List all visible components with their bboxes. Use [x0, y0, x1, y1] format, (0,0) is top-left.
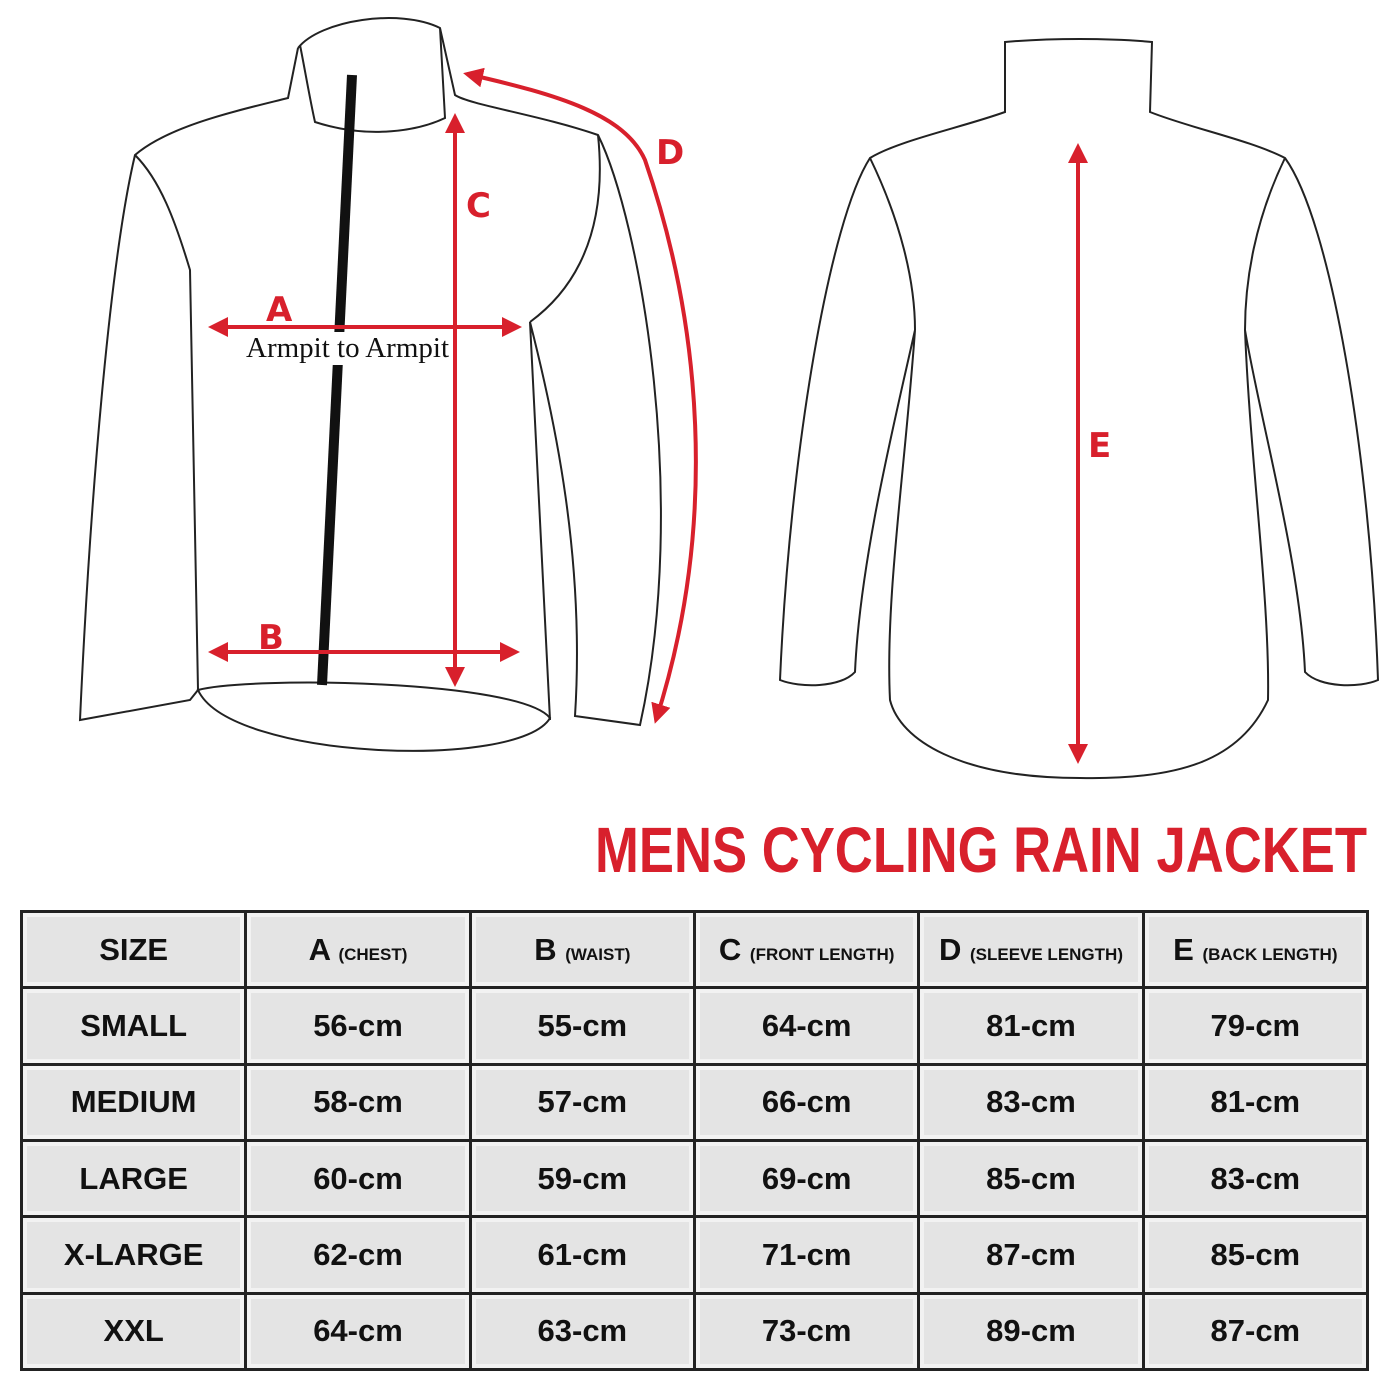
header-d: D (SLEEVE LENGTH): [917, 909, 1145, 990]
header-letter: D: [938, 931, 962, 967]
measurement-cell: 85-cm: [917, 1138, 1145, 1219]
measurement-cell: 62-cm: [244, 1215, 472, 1295]
measurement-cell: 85-cm: [1141, 1215, 1370, 1295]
header-desc: (BACK LENGTH): [1202, 944, 1338, 964]
measurement-cell: 66-cm: [692, 1062, 921, 1142]
size-cell: LARGE: [19, 1138, 248, 1219]
header-size: SIZE: [19, 909, 248, 990]
measurement-cell: 55-cm: [468, 986, 696, 1066]
header-desc: (SLEEVE LENGTH): [969, 944, 1123, 964]
label-b: B: [258, 618, 284, 658]
measurement-cell: 83-cm: [1141, 1138, 1370, 1219]
table-header-row: SIZE A (CHEST) B (WAIST) C (FRONT LENGTH…: [19, 909, 1370, 990]
measurement-cell: 81-cm: [1141, 1062, 1370, 1142]
header-letter: B: [534, 931, 557, 967]
header-a: A (CHEST): [244, 909, 472, 990]
label-e: E: [1088, 426, 1112, 466]
measurement-cell: 60-cm: [244, 1138, 472, 1219]
measurement-cell: 71-cm: [692, 1215, 921, 1295]
header-c: C (FRONT LENGTH): [692, 909, 921, 990]
measurement-cell: 87-cm: [1141, 1291, 1370, 1372]
back-jacket-outline: [778, 38, 1380, 780]
header-b: B (WAIST): [468, 909, 696, 990]
measurement-cell: 64-cm: [244, 1291, 472, 1372]
size-cell: MEDIUM: [19, 1062, 248, 1142]
title-text: MENS CYCLING RAIN JACKET: [595, 814, 1367, 882]
measurement-cell: 83-cm: [917, 1062, 1145, 1142]
measurement-cell: 57-cm: [468, 1062, 696, 1142]
header-letter: SIZE: [99, 931, 169, 967]
label-a: A: [266, 290, 293, 330]
page-title: MENS CYCLING RAIN JACKET: [595, 814, 1367, 882]
front-jacket-outline: [78, 17, 662, 752]
header-desc: (FRONT LENGTH): [749, 944, 895, 964]
size-cell: SMALL: [19, 986, 248, 1066]
table-body: SMALL 56-cm 55-cm 64-cm 81-cm 79-cm MEDIUM 58-c…: [19, 986, 1370, 1372]
measurement-cell: 64-cm: [692, 986, 921, 1066]
header-e: E (BACK LENGTH): [1141, 909, 1370, 990]
armpit-note: Armpit to Armpit: [244, 332, 451, 365]
header-letter: E: [1173, 931, 1194, 967]
measurement-cell: 61-cm: [468, 1215, 696, 1295]
measurement-cell: 56-cm: [244, 986, 472, 1066]
measurement-cell: 59-cm: [468, 1138, 696, 1219]
measurement-cell: 87-cm: [917, 1215, 1145, 1295]
label-d: D: [656, 133, 685, 173]
size-cell: X-LARGE: [19, 1215, 248, 1295]
jacket-diagrams: [78, 17, 1380, 780]
header-letter: A: [308, 931, 330, 967]
table-row: XXL 64-cm 63-cm 73-cm 89-cm 87-cm: [19, 1291, 1370, 1372]
zipper-line: [317, 74, 357, 686]
table-row: LARGE 60-cm 59-cm 69-cm 85-cm 83-cm: [19, 1138, 1370, 1219]
measurement-cell: 89-cm: [917, 1291, 1145, 1372]
header-desc: (WAIST): [565, 944, 631, 964]
measurement-cell: 58-cm: [244, 1062, 472, 1142]
table-row: SMALL 56-cm 55-cm 64-cm 81-cm 79-cm: [19, 986, 1370, 1066]
label-c: C: [466, 186, 491, 226]
measurement-cell: 63-cm: [468, 1291, 696, 1372]
measurement-cell: 69-cm: [692, 1138, 921, 1219]
size-table: SIZE A (CHEST) B (WAIST) C (FRONT LENGTH…: [19, 909, 1370, 1372]
header-letter: C: [718, 931, 742, 967]
arrow-d: [463, 67, 698, 724]
measurement-cell: 81-cm: [917, 986, 1145, 1066]
table-row: MEDIUM 58-cm 57-cm 66-cm 83-cm 81-cm: [19, 1062, 1370, 1142]
header-desc: (CHEST): [338, 944, 408, 964]
measurement-cell: 73-cm: [692, 1291, 921, 1372]
measurement-cell: 79-cm: [1141, 986, 1370, 1066]
table-row: X-LARGE 62-cm 61-cm 71-cm 87-cm 85-cm: [19, 1215, 1370, 1295]
size-cell: XXL: [19, 1291, 248, 1372]
